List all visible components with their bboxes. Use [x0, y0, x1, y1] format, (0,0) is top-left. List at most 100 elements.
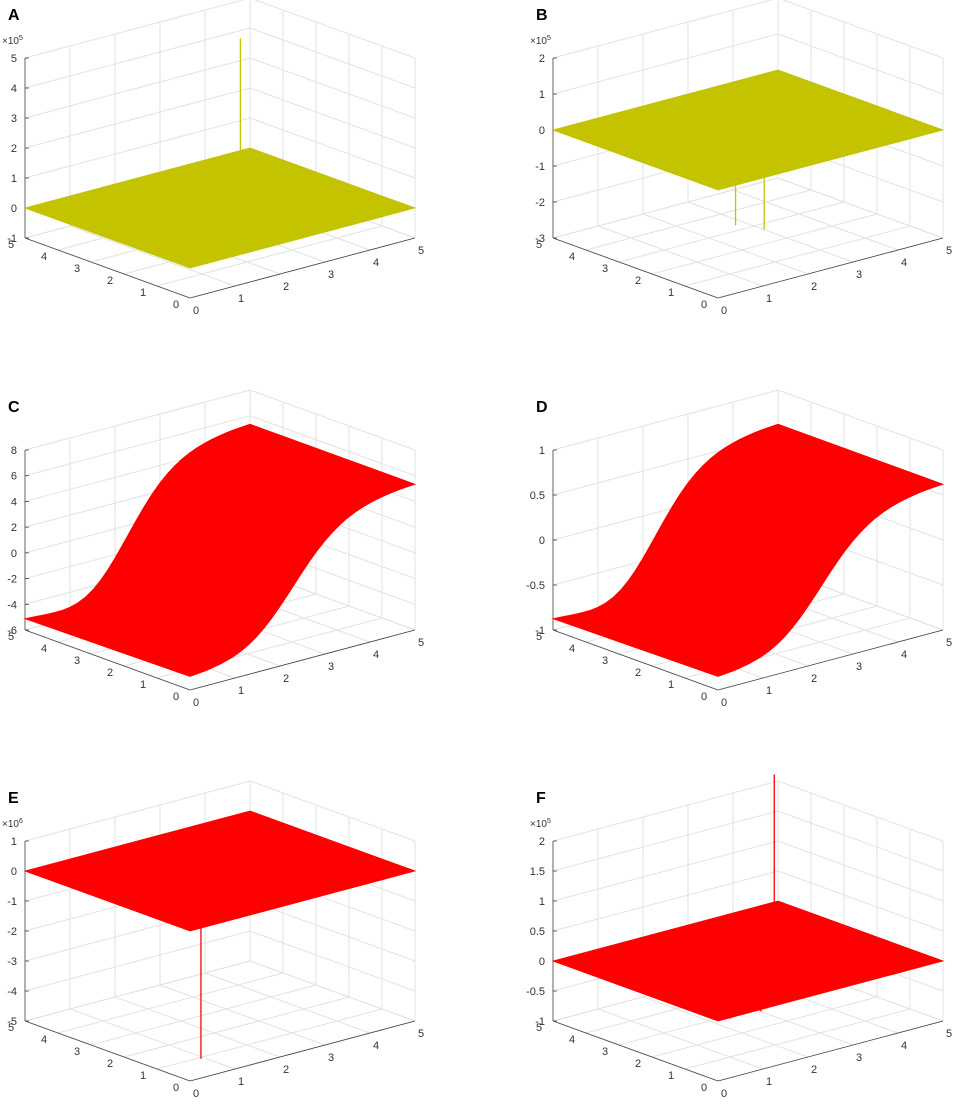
z-tick-label: -1 — [7, 233, 17, 245]
x-tick-label: 0 — [193, 305, 199, 317]
z-tick-label: 1.5 — [530, 866, 545, 878]
z-tick-label: 4 — [11, 83, 17, 95]
y-tick-label: 5 — [8, 1022, 14, 1034]
grid-line — [24, 57, 416, 119]
x-tick-label: 5 — [418, 1028, 424, 1040]
x-tick-label: 5 — [418, 637, 424, 649]
grid-line — [552, 177, 779, 239]
z-tick-label: 2 — [11, 522, 17, 534]
panel-e: E -5 -4 -3 -2 -1 0 1 0 1 2 3 4 5 0 1 2 3 4 5 ×106 — [2, 780, 424, 1100]
x-tick-label: 1 — [766, 685, 772, 697]
grid-line — [204, 972, 371, 1034]
surface — [551, 423, 945, 677]
z-tick-label: 0 — [539, 956, 545, 968]
grid-line — [732, 189, 899, 251]
grid-line — [24, 27, 416, 89]
y-tick-label: 5 — [536, 631, 542, 643]
x-tick-label: 1 — [238, 1076, 244, 1088]
x-tick-label: 2 — [811, 1064, 817, 1076]
x-tick-label: 0 — [721, 1088, 727, 1100]
grid-line — [24, 389, 416, 451]
z-tick-label: -3 — [535, 233, 545, 245]
y-tick-label: 3 — [74, 1046, 80, 1058]
x-tick-label: 0 — [721, 697, 727, 709]
y-tick-label: 1 — [140, 287, 146, 299]
grid-line — [642, 996, 809, 1058]
z-tick-label: -2 — [7, 926, 17, 938]
y-tick-label: 4 — [41, 251, 47, 263]
x-tick-label: 0 — [193, 697, 199, 709]
x-tick-label: 1 — [766, 293, 772, 305]
panel-c: C -6 -4 -2 0 2 4 6 8 0 1 2 3 4 5 0 1 2 3 4 5 — [7, 389, 424, 709]
grid-line — [69, 1008, 236, 1070]
z-tick-label: 0 — [11, 203, 17, 215]
grid-line — [597, 225, 764, 287]
surface — [23, 423, 417, 677]
grid-line — [159, 984, 326, 1046]
grid-line — [552, 33, 944, 95]
y-tick-label: 4 — [41, 1034, 47, 1046]
x-tick-label: 2 — [283, 281, 289, 293]
z-tick-label: -6 — [7, 625, 17, 637]
panel-a: A -1 0 1 2 3 4 5 0 1 2 3 4 5 0 1 2 3 4 5 ×105 — [2, 0, 424, 317]
x-tick-label: 3 — [328, 661, 334, 673]
x-tick-label: 1 — [238, 293, 244, 305]
grid-line — [552, 840, 944, 902]
grid-line — [618, 201, 845, 263]
grid-line — [249, 960, 416, 1022]
panel-letter: D — [536, 399, 548, 416]
panel-b: B -3 -2 -1 0 1 2 0 1 2 3 4 5 0 1 2 3 4 5 ×105 — [530, 0, 952, 317]
x-tick-label: 1 — [238, 685, 244, 697]
z-tick-label: 1 — [539, 445, 545, 457]
grid-line — [651, 213, 878, 275]
z-tick-label: 1 — [11, 836, 17, 848]
y-tick-label: 0 — [701, 691, 707, 703]
x-axis — [189, 629, 416, 691]
y-tick-label: 0 — [173, 299, 179, 311]
surface — [551, 900, 945, 1022]
x-tick-label: 2 — [283, 673, 289, 685]
grid-line — [90, 984, 317, 1046]
x-tick-label: 5 — [946, 637, 952, 649]
grid-line — [687, 201, 854, 263]
x-tick-label: 4 — [901, 649, 907, 661]
x-axis — [717, 629, 944, 691]
y-tick-label: 2 — [107, 667, 113, 679]
x-axis — [717, 237, 944, 299]
y-tick-label: 0 — [701, 1082, 707, 1094]
y-tick-label: 3 — [602, 655, 608, 667]
grid-line — [597, 1008, 764, 1070]
z-tick-label: -0.5 — [526, 580, 545, 592]
y-tick-label: 2 — [107, 275, 113, 287]
grid-line — [24, 930, 416, 992]
y-tick-label: 3 — [74, 263, 80, 275]
y-tick-label: 0 — [173, 691, 179, 703]
y-tick-label: 0 — [701, 299, 707, 311]
panel-letter: F — [536, 790, 546, 807]
y-tick-label: 2 — [635, 1058, 641, 1070]
grid-line — [651, 996, 878, 1058]
grid-line — [552, 870, 944, 932]
surface — [23, 147, 417, 269]
grid-line — [552, 0, 944, 59]
z-tick-label: 1 — [11, 173, 17, 185]
surface — [551, 69, 945, 191]
z-tick-label: 8 — [11, 445, 17, 457]
z-tick-label: 0 — [539, 535, 545, 547]
panel-letter: A — [8, 7, 20, 24]
grid-line — [552, 389, 944, 451]
surface — [23, 810, 417, 932]
x-tick-label: 4 — [373, 257, 379, 269]
panel-letter: C — [8, 399, 20, 416]
z-tick-label: -3 — [7, 956, 17, 968]
z-tick-label: 4 — [11, 496, 17, 508]
y-tick-label: 1 — [668, 287, 674, 299]
y-tick-label: 4 — [569, 1034, 575, 1046]
grid-line — [24, 87, 416, 149]
grid-line — [777, 177, 944, 239]
y-tick-label: 4 — [569, 643, 575, 655]
y-axis — [552, 237, 719, 299]
grid-line — [642, 213, 809, 275]
y-tick-label: 0 — [173, 1082, 179, 1094]
